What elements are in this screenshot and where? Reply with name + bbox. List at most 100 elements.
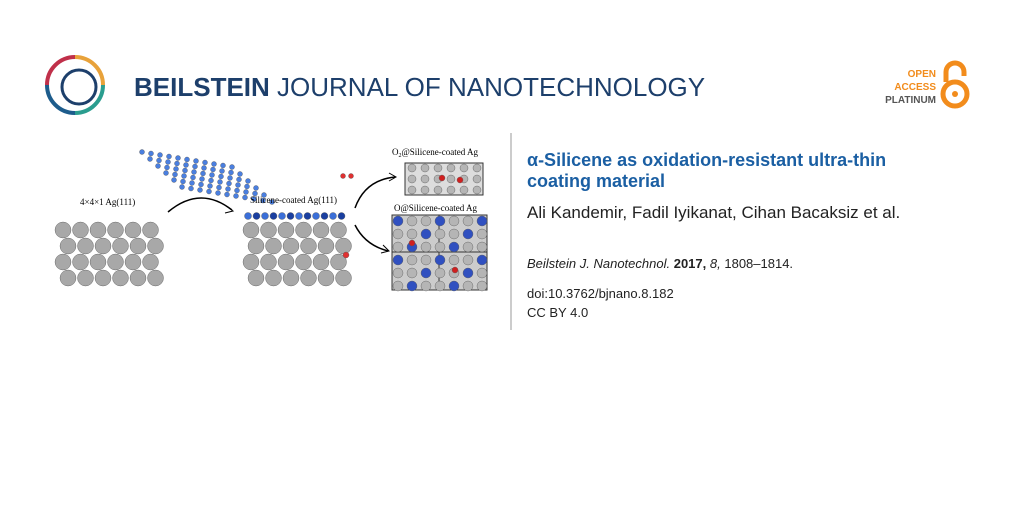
badge: OPEN ACCESS PLATINUM	[880, 68, 936, 107]
ag-atom	[295, 253, 312, 271]
ag-atom	[282, 269, 300, 287]
sheet-atom	[181, 173, 187, 179]
logo-inner	[60, 68, 98, 106]
o2-molecule	[348, 173, 354, 179]
sheet-atom	[183, 162, 189, 168]
label-part: @Silicene-coated Ag	[402, 147, 479, 157]
panel-atom	[476, 267, 488, 279]
sheet-atom	[253, 185, 259, 191]
panel-atom	[462, 228, 474, 240]
ag-atom	[142, 221, 159, 239]
panel-atom	[420, 174, 430, 184]
sheet-atom	[173, 166, 179, 172]
ag-atom	[89, 221, 107, 239]
panel-atom	[406, 267, 418, 279]
panel-atom	[434, 254, 446, 266]
ag-atom	[59, 269, 77, 287]
ag-atom	[72, 221, 89, 239]
ag-atom	[94, 269, 112, 287]
ag-atom	[77, 237, 94, 255]
oxygen-atom	[438, 174, 446, 182]
ag-atom	[107, 253, 124, 271]
sheet-atom	[244, 183, 250, 190]
sheet-atom	[215, 190, 221, 196]
panel-atom	[407, 163, 417, 173]
lock-dot	[952, 91, 958, 97]
ag-atom	[260, 221, 277, 239]
sheet-atom	[236, 176, 242, 183]
sheet-atom	[218, 173, 224, 180]
si-atom	[261, 212, 269, 220]
panel-atom	[472, 163, 482, 173]
ag-atom	[265, 237, 282, 255]
ag-atom	[282, 237, 300, 255]
cite-volume: 8,	[709, 256, 721, 271]
ag-atom	[247, 269, 265, 287]
panel-atom	[392, 254, 404, 266]
panel-atom	[420, 280, 432, 292]
sheet-atom	[189, 180, 195, 186]
ag-atom	[142, 253, 159, 271]
ag-atom	[129, 269, 147, 287]
sheet-atom	[269, 199, 275, 205]
ag-atom	[260, 253, 277, 271]
panel-atom	[462, 215, 474, 227]
cite-journal: Beilstein J. Nanotechnol.	[527, 256, 671, 271]
sheet-atom	[148, 150, 154, 157]
panel-atom	[448, 215, 460, 227]
figure-label: 4×4×1 Ag(111)	[80, 197, 135, 207]
lock-body	[940, 79, 970, 109]
arrowhead	[380, 244, 390, 254]
sheet-atom	[139, 149, 145, 155]
panel-atom	[433, 163, 443, 173]
ag-atom	[242, 221, 260, 239]
sheet-atom	[202, 159, 208, 166]
panel-atom	[392, 241, 404, 253]
panel-atom	[406, 280, 418, 292]
oxygen-atom	[408, 239, 416, 247]
logo-arc	[74, 55, 105, 86]
ag-atom	[277, 221, 295, 239]
sheet-atom	[211, 161, 217, 167]
panel-atom	[476, 254, 488, 266]
sheet-atom	[184, 156, 190, 163]
figure-label: O@Silicene-coated Ag	[394, 203, 478, 213]
sheet-atom	[224, 191, 230, 198]
lock-shackle	[943, 60, 967, 82]
panel-atom	[476, 228, 488, 240]
panel-atom	[392, 280, 404, 292]
arrowhead	[224, 205, 235, 214]
panel-atom	[472, 174, 482, 184]
ag-atom	[124, 221, 142, 239]
si-atom	[295, 212, 303, 220]
journal-name: BEILSTEIN JOURNAL OF NANOTECHNOLOGY	[134, 72, 705, 103]
ag-atom	[312, 253, 330, 271]
ag-atom	[54, 253, 72, 271]
sheet-atom	[251, 196, 257, 202]
panel-atom	[434, 280, 446, 292]
sheet-atom	[199, 176, 205, 182]
oxygen-atom	[456, 176, 464, 184]
ag-atom	[147, 269, 164, 287]
panel-atom	[476, 280, 488, 292]
logo-arc	[45, 55, 76, 86]
sheet-atom	[171, 177, 177, 183]
brand: BEILSTEIN	[134, 72, 270, 102]
si-atom	[252, 212, 261, 220]
panel-atom	[434, 228, 446, 240]
ag-atom	[330, 221, 347, 239]
oxygen-atom	[451, 266, 459, 274]
title-line: α-Silicene as oxidation-resistant ultra-…	[527, 150, 887, 170]
panel-atom	[392, 215, 404, 227]
ag-atom	[300, 237, 317, 255]
panel-atom	[434, 267, 446, 279]
ag-atom	[242, 253, 260, 271]
panel-atom	[392, 228, 404, 240]
si-atom	[320, 212, 329, 220]
ag-atom	[59, 237, 77, 255]
sheet-atom	[206, 188, 212, 195]
ag-atom	[112, 269, 129, 287]
logo	[45, 55, 105, 115]
panel-atom	[433, 185, 443, 195]
sheet-atom	[242, 194, 248, 201]
